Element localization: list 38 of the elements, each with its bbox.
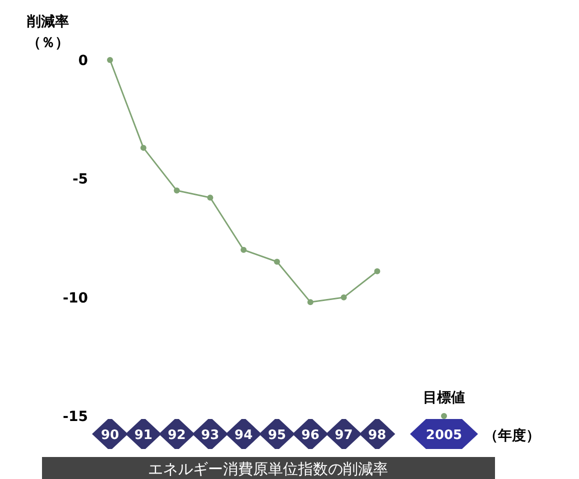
point — [207, 194, 214, 201]
point — [140, 144, 146, 151]
point — [240, 246, 247, 253]
y-axis-title: 削減率（％） — [26, 13, 69, 51]
tick-label: 94 — [226, 419, 262, 449]
x-axis-title: （年度） — [484, 427, 540, 444]
x-tick-label: 95 — [268, 428, 286, 443]
x-tick-label: 97 — [334, 428, 353, 443]
annotation: 目標値 — [423, 390, 465, 406]
x-tick-label: 94 — [234, 428, 253, 443]
x-tick-label: 96 — [301, 428, 320, 443]
x-tick-label: 91 — [134, 428, 152, 443]
y-tick-label: 0 — [78, 53, 88, 69]
point — [441, 413, 447, 419]
point — [340, 294, 347, 300]
x-tick-label: 98 — [368, 428, 386, 443]
x-tick-label: 93 — [201, 428, 220, 443]
point — [274, 258, 280, 265]
point — [307, 299, 314, 306]
x-tick-label: 2005 — [426, 428, 462, 443]
tick-label: 90 — [92, 419, 128, 449]
y-tick-label: -10 — [62, 290, 88, 306]
x-tick-label: 92 — [168, 428, 186, 443]
tick-label: 93 — [192, 419, 228, 449]
tick-label: 96 — [292, 419, 328, 449]
y-tick-label: -5 — [72, 172, 88, 188]
point — [374, 268, 380, 274]
tick-label: 97 — [326, 419, 362, 449]
text: エネルギー消費原単位指数の削減率 — [148, 460, 388, 478]
tick-label: 91 — [125, 419, 162, 449]
tick-label: 95 — [259, 419, 295, 449]
x-tick-label: 90 — [100, 428, 120, 443]
point — [174, 188, 180, 194]
y-tick-label: -15 — [62, 409, 88, 425]
tick-label: 2005 — [410, 419, 478, 449]
tick-label: 98 — [359, 419, 396, 449]
point — [107, 57, 113, 63]
tick-label: 92 — [158, 419, 195, 449]
